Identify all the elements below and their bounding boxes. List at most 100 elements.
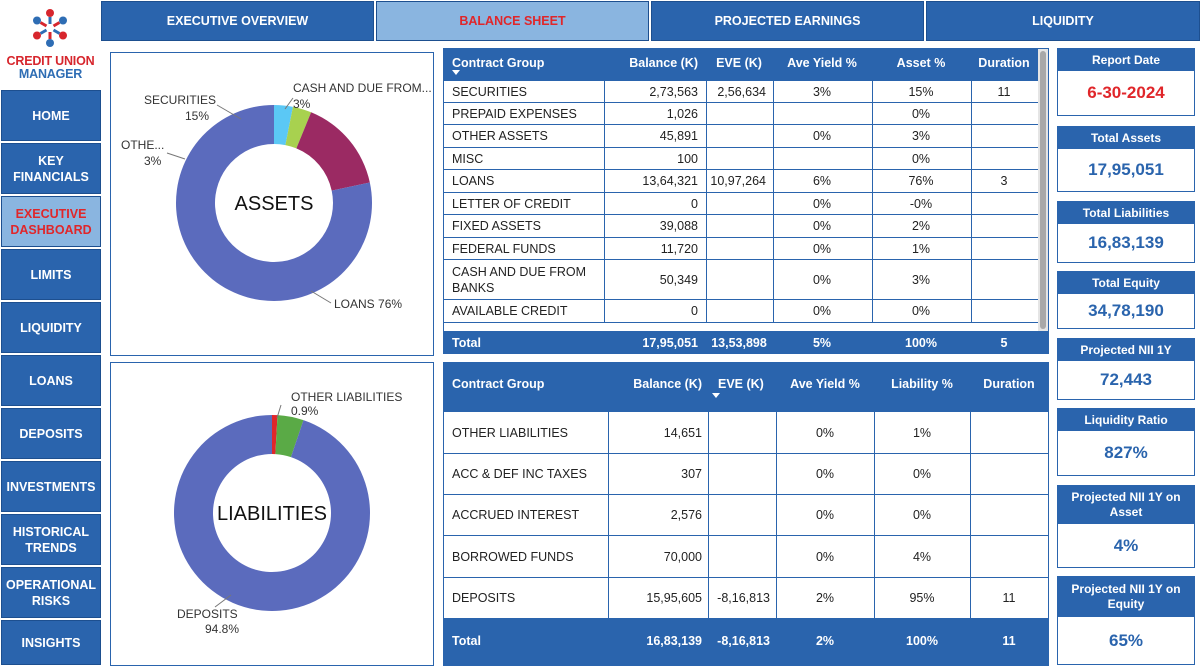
column-divider [706,238,707,260]
column-divider [604,81,605,103]
assets-col-contract-group[interactable]: Contract Group [452,56,545,70]
assets-cell-balance: 11,720 [660,241,698,256]
column-divider [708,412,709,454]
liabilities-cell-group: BORROWED FUNDS [452,549,574,564]
assets-cell-balance: 39,088 [659,219,698,233]
liabilities-chart-panel: LIABILITIES OTHER LIABILITIES 0.9% DEPOS… [110,362,434,666]
liabilities-col-eve[interactable]: EVE (K) [718,377,764,391]
kpi-report-date: Report Date 6-30-2024 [1057,48,1195,116]
kpi-liquidity-ratio-value: 827% [1104,443,1148,462]
liabilities-cell-eve [708,495,776,535]
sidebar-item-executive-dashboard[interactable]: EXECUTIVE DASHBOARD [1,196,101,247]
liabilities-col-contract-group[interactable]: Contract Group [452,377,545,391]
assets-total-yield: 5% [812,336,832,350]
table-row: AVAILABLE CREDIT 0 0% 0% [444,300,1048,323]
slice-other-liabilities[interactable] [272,415,278,455]
assets-cell-eve: 10,97,264 [710,174,766,188]
assets-cell-eve [706,148,772,169]
kpi-total-equity: Total Equity 34,78,190 [1057,271,1195,329]
assets-scroll-thumb[interactable] [1040,51,1046,329]
column-divider [604,103,605,125]
deposits-leader-line [214,594,232,608]
slice-deposits[interactable] [174,415,370,611]
table-row: MISC 100 0% [444,148,1048,170]
liabilities-col-yield[interactable]: Ave Yield % [790,377,860,391]
column-divider [608,412,609,454]
liabilities-total-eve: -8,16,813 [717,634,770,648]
column-divider [604,238,605,260]
column-divider [773,125,774,148]
sidebar-item-key-financials[interactable]: KEY FINANCIALS [1,143,101,194]
assets-col-duration[interactable]: Duration [978,56,1030,70]
table-row: LOANS 13,64,321 10,97,264 6% 76% 3 [444,170,1048,193]
sort-desc-icon[interactable] [452,70,460,76]
assets-scrollbar[interactable] [1038,49,1048,331]
assets-cell-yield: 6% [812,174,832,188]
liabilities-cell-yield: 0% [815,467,835,481]
assets-col-balance[interactable]: Balance (K) [629,56,698,70]
assets-cell-balance: 1,026 [666,106,698,121]
sidebar-item-insights[interactable]: INSIGHTS [1,620,101,665]
slice-securities[interactable] [296,112,370,191]
tab-projected-earnings[interactable]: PROJECTED EARNINGS [651,1,924,41]
liabilities-cell-yield: 0% [815,508,835,522]
liabilities-col-duration[interactable]: Duration [983,377,1035,391]
tab-liquidity[interactable]: LIQUIDITY [926,1,1200,41]
kpi-total-equity-label: Total Equity [1058,272,1194,294]
column-divider [706,260,707,300]
kpi-nii-on-equity-value: 65% [1108,630,1144,650]
column-divider [872,103,873,125]
table-row: OTHER ASSETS 45,891 0% 3% [444,125,1048,148]
liabilities-col-balance[interactable]: Balance (K) [633,377,702,391]
assets-col-asset-pct[interactable]: Asset % [896,56,946,70]
tab-balance-sheet[interactable]: BALANCE SHEET [376,1,649,41]
liabilities-cell-balance: 14,651 [663,425,702,440]
sidebar-item-deposits[interactable]: DEPOSITS [1,408,101,459]
sidebar-item-home[interactable]: HOME [1,90,101,141]
kpi-projected-nii-value: 72,443 [1100,370,1152,389]
column-divider [971,193,972,215]
column-divider [872,238,873,260]
column-divider [706,193,707,215]
column-divider [971,260,972,300]
column-divider [604,300,605,323]
assets-cell-yield: 3% [812,84,832,99]
sidebar-item-operational-risks[interactable]: OPERATIONAL RISKS [1,567,101,618]
tab-executive-overview[interactable]: EXECUTIVE OVERVIEW [101,1,374,41]
sidebar-item-historical-trends[interactable]: HISTORICAL TRENDS [1,514,101,565]
sidebar-item-liquidity[interactable]: LIQUIDITY [1,302,101,353]
slice-loans[interactable] [176,105,372,301]
slice-cash-and-due-from-banks[interactable] [274,105,293,146]
column-divider [604,193,605,215]
kpi-total-liabilities-label: Total Liabilities [1058,202,1194,224]
column-divider [874,536,875,578]
assets-cell-group: FEDERAL FUNDS [452,241,556,256]
liabilities-cell-eve [708,454,776,494]
column-divider [971,81,972,103]
column-divider [773,300,774,323]
assets-cell-pct: 0% [911,106,931,121]
sidebar-item-investments[interactable]: INVESTMENTS [1,461,101,512]
liabilities-cell-eve: -8,16,813 [717,591,770,605]
assets-table: Contract Group Balance (K) EVE (K) Ave Y… [443,48,1049,354]
assets-cell-group: CASH AND DUE FROM BANKS [452,264,587,295]
column-divider [874,578,875,619]
assets-cell-balance: 50,349 [659,272,698,287]
liabilities-total-row: Total 16,83,139 -8,16,813 2% 100% 11 [444,619,1048,665]
sidebar-item-loans[interactable]: LOANS [1,355,101,406]
sidebar-item-limits[interactable]: LIMITS [1,249,101,300]
sort-desc-icon[interactable] [712,393,720,399]
slice-borrowed-funds[interactable] [275,415,304,458]
slice-other-assets[interactable] [285,106,312,149]
assets-cell-pct: 0% [911,151,931,166]
liabilities-col-liability-pct[interactable]: Liability % [891,377,953,391]
label-other-liabilities-pct: 0.9% [291,404,319,418]
assets-col-yield[interactable]: Ave Yield % [787,56,857,70]
column-divider [773,193,774,215]
assets-cell-pct: 3% [911,129,931,143]
assets-cell-duration [971,148,1037,169]
label-loans: LOANS 76% [334,297,402,311]
liabilities-cell-group: ACC & DEF INC TAXES [452,467,587,481]
other-assets-leader-line [166,152,186,160]
assets-col-eve[interactable]: EVE (K) [716,56,762,70]
